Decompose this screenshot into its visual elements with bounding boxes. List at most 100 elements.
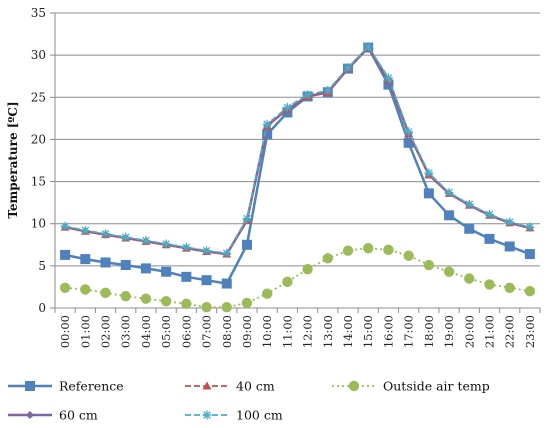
point-reference-6 [181, 271, 192, 282]
point-outside-air-temp-21 [484, 279, 495, 290]
legend-item-40-cm: 40 cm [185, 379, 275, 394]
point-reference-19 [444, 210, 455, 221]
point-reference-23 [524, 249, 535, 260]
point-outside-air-temp-2 [100, 287, 111, 299]
point-100-cm-4 [141, 236, 151, 246]
point-100-cm-1 [80, 225, 90, 235]
legend-label-100-cm: 100 cm [236, 408, 283, 423]
x-tick-label-16:00: 16:00 [381, 315, 395, 348]
point-reference-3 [120, 260, 131, 271]
point-outside-air-temp-7 [201, 301, 212, 313]
x-tick-label-21:00: 21:00 [482, 315, 496, 348]
point-outside-air-temp-10 [261, 288, 273, 299]
legend-label-40-cm: 40 cm [236, 379, 275, 394]
point-outside-air-temp-9 [241, 297, 253, 309]
series-line-100-cm [64, 45, 531, 255]
point-reference-5 [161, 266, 172, 277]
point-outside-air-temp-18 [423, 259, 435, 271]
x-tick-label-01:00: 01:00 [78, 315, 92, 348]
point-100-cm-10 [262, 119, 272, 129]
legend-marker-outside-air-temp [348, 380, 360, 392]
point-reference-1 [80, 254, 91, 265]
series-layer [59, 42, 536, 313]
legend-item-100-cm: 100 cm [185, 408, 283, 423]
series-outside-air-temp [59, 242, 536, 313]
point-100-cm-8 [222, 248, 232, 258]
point-reference-8 [221, 278, 232, 289]
point-outside-air-temp-8 [221, 301, 232, 313]
legend-item-outside-air-temp: Outside air temp [332, 379, 490, 394]
point-outside-air-temp-14 [342, 245, 354, 256]
x-tick-label-17:00: 17:00 [402, 315, 416, 348]
point-reference-0 [60, 249, 71, 260]
y-tick-label-0: 0 [38, 301, 46, 315]
point-100-cm-17 [404, 127, 414, 137]
gridlines [55, 12, 540, 267]
point-outside-air-temp-22 [504, 282, 515, 293]
point-reference-7 [201, 275, 212, 286]
y-tick-label-30: 30 [31, 48, 46, 62]
legend-label-reference: Reference [59, 379, 124, 394]
y-tick-labels: 0 5 10 15 20 25 30 35 [31, 6, 46, 315]
y-tick-label-20: 20 [31, 132, 46, 146]
point-100-cm-18 [424, 168, 434, 178]
point-100-cm-23 [525, 222, 535, 232]
x-tick-label-18:00: 18:00 [422, 315, 436, 348]
point-reference-2 [100, 257, 111, 268]
x-tick-label-20:00: 20:00 [462, 315, 476, 348]
point-outside-air-temp-17 [403, 250, 414, 261]
x-tick-label-22:00: 22:00 [503, 315, 517, 348]
point-outside-air-temp-0 [59, 282, 71, 293]
point-outside-air-temp-1 [80, 284, 91, 295]
point-outside-air-temp-4 [140, 293, 152, 304]
x-tick-label-15:00: 15:00 [361, 315, 375, 348]
x-tick-label-09:00: 09:00 [240, 315, 254, 348]
point-reference-18 [423, 188, 434, 199]
point-100-cm-19 [444, 188, 454, 198]
point-outside-air-temp-20 [464, 273, 475, 284]
x-tick-label-02:00: 02:00 [99, 315, 113, 348]
legend-item-60-cm: 60 cm [8, 408, 98, 423]
legend: Reference 40 cm Outside air temp 60 cm 100 c… [8, 379, 490, 423]
point-100-cm-5 [161, 239, 171, 249]
x-tick-label-08:00: 08:00 [220, 315, 234, 348]
x-tick-label-13:00: 13:00 [321, 315, 335, 348]
point-outside-air-temp-13 [322, 253, 334, 264]
legend-marker-60-cm [26, 411, 34, 419]
legend-marker-40-cm [202, 381, 212, 390]
x-tick-label-00:00: 00:00 [58, 315, 72, 348]
x-tick-label-03:00: 03:00 [119, 315, 133, 348]
y-tick-label-35: 35 [31, 6, 46, 20]
point-100-cm-14 [343, 63, 353, 73]
x-tick-label-06:00: 06:00 [179, 315, 193, 348]
point-reference-9 [241, 239, 252, 250]
point-reference-20 [464, 223, 475, 234]
point-reference-22 [504, 241, 515, 252]
point-outside-air-temp-19 [443, 266, 455, 277]
point-100-cm-7 [202, 246, 212, 256]
point-100-cm-2 [101, 229, 111, 239]
x-tick-label-23:00: 23:00 [523, 315, 537, 348]
legend-label-60-cm: 60 cm [59, 408, 98, 423]
point-outside-air-temp-12 [302, 264, 313, 275]
point-100-cm-11 [282, 102, 292, 112]
x-tick-labels: 00:00 01:00 02:00 03:00 04:00 05:00 06:00 07:00… [58, 315, 537, 348]
legend-label-outside-air-temp: Outside air temp [383, 379, 490, 394]
x-tick-label-11:00: 11:00 [280, 315, 294, 348]
x-tick-label-07:00: 07:00 [200, 315, 214, 348]
y-tick-label-15: 15 [31, 175, 46, 189]
point-100-cm-21 [484, 209, 494, 219]
point-100-cm-9 [242, 214, 252, 224]
point-100-cm-0 [60, 221, 70, 231]
point-outside-air-temp-23 [524, 285, 536, 297]
point-100-cm-15 [363, 42, 373, 52]
point-100-cm-12 [303, 90, 313, 100]
x-tick-label-12:00: 12:00 [301, 315, 315, 348]
x-tick-label-04:00: 04:00 [139, 315, 153, 348]
series-line-outside-air-temp [65, 247, 531, 309]
point-100-cm-20 [464, 199, 474, 209]
series-line-reference [64, 45, 531, 285]
legend-item-reference: Reference [8, 379, 124, 394]
axes [50, 12, 541, 313]
